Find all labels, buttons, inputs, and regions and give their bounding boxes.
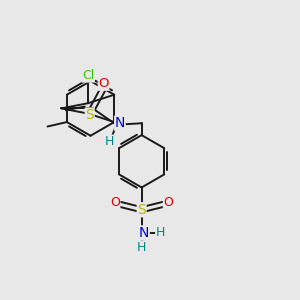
Text: O: O <box>164 196 173 209</box>
Text: Cl: Cl <box>82 69 94 82</box>
Text: N: N <box>139 226 149 240</box>
Text: O: O <box>98 77 109 90</box>
Text: O: O <box>110 196 120 209</box>
Text: H: H <box>104 135 114 148</box>
Text: S: S <box>85 108 94 122</box>
Text: H: H <box>156 226 165 239</box>
Text: S: S <box>137 203 146 217</box>
Text: N: N <box>115 116 125 130</box>
Text: H: H <box>137 241 146 254</box>
